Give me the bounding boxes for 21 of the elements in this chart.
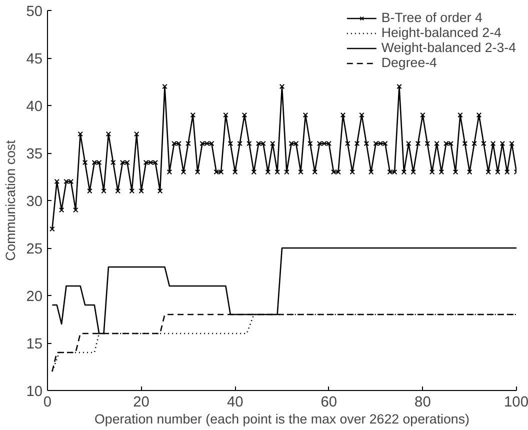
legend-label: B-Tree of order 4 <box>381 10 482 25</box>
x-tick-label: 20 <box>133 394 150 410</box>
y-tick-label: 35 <box>26 146 43 162</box>
x-tick-label: 40 <box>226 394 244 410</box>
x-axis-title: Operation number (each point is the max over 2622 operations) <box>94 412 470 426</box>
y-tick-label: 20 <box>26 289 43 305</box>
legend-label: Height-balanced 2-4 <box>381 25 502 40</box>
y-tick-label: 30 <box>26 194 43 210</box>
y-tick-label: 50 <box>26 4 43 20</box>
y-tick-label: 45 <box>26 52 43 68</box>
y-tick-label: 40 <box>26 99 43 115</box>
y-tick-label: 15 <box>26 336 43 352</box>
x-tick-label: 80 <box>414 394 431 410</box>
x-tick-label: 0 <box>43 394 52 410</box>
y-tick-label: 10 <box>26 384 43 400</box>
legend-label: Degree-4 <box>381 55 437 70</box>
y-tick-label: 25 <box>26 242 43 258</box>
x-tick-label: 60 <box>320 394 338 410</box>
y-axis-title: Communication cost <box>3 140 18 261</box>
legend-label: Weight-balanced 2-3-4 <box>381 40 516 55</box>
x-tick-label: 100 <box>504 394 528 410</box>
